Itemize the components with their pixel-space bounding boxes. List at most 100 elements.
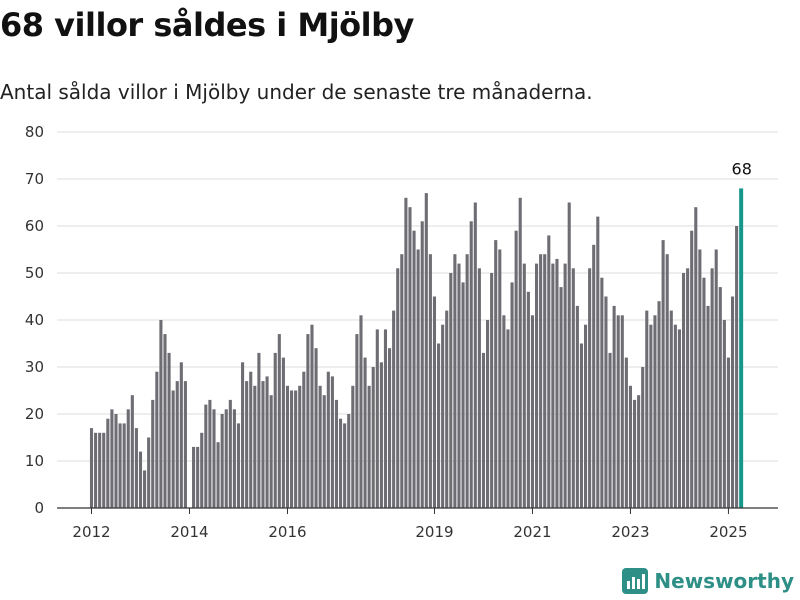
bar xyxy=(224,409,228,508)
y-tick-label: 40 xyxy=(25,311,44,329)
bar xyxy=(628,385,633,508)
bar xyxy=(200,432,204,508)
bar xyxy=(330,376,334,508)
bar xyxy=(677,329,682,508)
bar xyxy=(498,249,502,508)
bar xyxy=(298,385,302,508)
x-tick-label: 2023 xyxy=(611,523,649,541)
bar xyxy=(583,324,588,508)
bar xyxy=(698,249,702,508)
bar xyxy=(371,367,375,508)
bar xyxy=(567,202,571,508)
bar xyxy=(690,230,694,508)
bar xyxy=(657,301,661,508)
bar xyxy=(490,273,494,508)
bar xyxy=(486,320,490,508)
bar xyxy=(730,296,735,508)
y-tick-label: 30 xyxy=(25,358,44,376)
bar xyxy=(134,428,138,508)
bar xyxy=(167,352,171,508)
bar xyxy=(171,390,175,508)
x-tick-label: 2012 xyxy=(72,523,110,541)
bar xyxy=(236,423,241,508)
bar xyxy=(306,334,310,508)
bar xyxy=(420,221,424,509)
bar xyxy=(151,399,155,508)
bar xyxy=(710,268,714,508)
bar xyxy=(694,207,698,508)
bar xyxy=(196,446,200,508)
bar xyxy=(241,362,245,508)
bar xyxy=(114,414,118,508)
bar xyxy=(461,282,465,508)
bar xyxy=(204,404,208,508)
bar xyxy=(649,324,653,508)
bar xyxy=(110,409,114,508)
bar xyxy=(510,282,514,508)
bar xyxy=(555,258,559,508)
bar xyxy=(706,305,710,508)
newsworthy-brand: Newsworthy xyxy=(622,568,794,594)
bar xyxy=(457,263,461,508)
bar xyxy=(322,395,326,508)
bar xyxy=(363,357,367,508)
bar xyxy=(453,254,457,508)
bar xyxy=(600,277,604,508)
bar xyxy=(208,399,212,508)
y-tick-label: 10 xyxy=(25,452,44,470)
bar xyxy=(592,244,596,509)
bar xyxy=(102,432,106,508)
bar xyxy=(375,329,379,508)
bar xyxy=(106,418,110,508)
bar xyxy=(637,395,641,508)
y-tick-label: 50 xyxy=(25,264,44,282)
bar xyxy=(665,254,669,508)
bar-chart: 0 10 20 30 40 50 60 70 80 68 2012 2014 2016 2019 202… xyxy=(25,123,778,541)
bar xyxy=(551,263,555,508)
bar xyxy=(326,371,330,508)
bar xyxy=(526,291,530,508)
bar xyxy=(265,376,269,508)
bar xyxy=(432,296,437,508)
y-tick-label: 80 xyxy=(25,123,44,141)
bar xyxy=(192,446,196,508)
bar xyxy=(735,226,739,508)
bar xyxy=(404,197,408,509)
bar xyxy=(396,268,400,508)
bar xyxy=(612,305,616,508)
bar xyxy=(645,310,649,508)
bar xyxy=(347,414,351,508)
bar xyxy=(412,230,416,508)
bar xyxy=(130,395,134,508)
bar xyxy=(281,357,285,508)
bar-highlight xyxy=(739,188,744,508)
bar xyxy=(616,315,620,508)
bar xyxy=(179,362,183,508)
bar xyxy=(314,348,318,508)
bar xyxy=(163,334,167,508)
bar xyxy=(632,399,637,508)
bar xyxy=(661,240,665,508)
y-tick-label: 70 xyxy=(25,170,44,188)
bar xyxy=(285,385,290,508)
bar xyxy=(669,310,673,508)
bar xyxy=(383,329,388,508)
bar xyxy=(624,357,628,508)
bar xyxy=(334,399,339,508)
bar xyxy=(481,352,486,508)
bar xyxy=(98,432,102,508)
bar xyxy=(122,423,126,508)
bar xyxy=(388,348,392,508)
y-tick-label: 60 xyxy=(25,217,44,235)
bar xyxy=(232,409,236,508)
bar xyxy=(138,451,143,508)
bar xyxy=(339,418,343,508)
bar xyxy=(681,273,686,508)
bar xyxy=(310,324,314,508)
bar xyxy=(534,263,539,508)
chart-title: 68 villor såldes i Mjölby xyxy=(0,6,414,44)
bar xyxy=(539,254,543,508)
bar xyxy=(302,371,306,508)
bar xyxy=(269,395,273,508)
bar xyxy=(506,329,510,508)
